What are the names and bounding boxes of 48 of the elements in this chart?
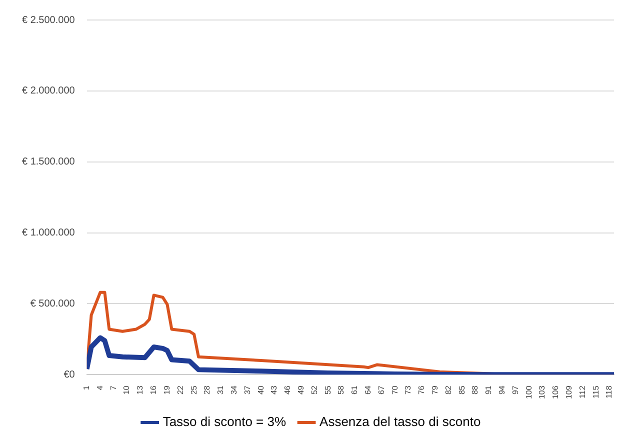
x-tick-label: 91 [484, 385, 494, 395]
x-tick-label: 16 [149, 385, 158, 395]
x-tick-label: 112 [578, 385, 587, 398]
x-tick-label: 25 [189, 385, 198, 395]
x-tick-label: 82 [444, 385, 453, 395]
x-tick-label: 7 [108, 385, 118, 390]
x-tick-label: 94 [498, 385, 507, 395]
x-tick-label: 73 [404, 385, 413, 395]
x-tick-label: 97 [510, 385, 520, 395]
x-tick-label: 49 [296, 385, 306, 395]
x-tick-label: 34 [229, 385, 238, 395]
x-tick-label: 4 [95, 385, 104, 390]
x-tick-label: 88 [470, 385, 480, 395]
x-tick-label: 22 [176, 385, 185, 395]
x-tick-label: 58 [336, 385, 346, 395]
x-tick-label: 79 [430, 385, 440, 395]
x-tick-label: 46 [283, 385, 292, 395]
x-tick-label: 85 [457, 385, 466, 395]
x-tick-label: 10 [122, 385, 132, 395]
legend-label: Assenza del tasso di sconto [320, 414, 481, 430]
x-tick-label: 19 [162, 385, 172, 395]
y-tick-label: € 1.500.000 [22, 156, 76, 168]
x-tick-label: 13 [136, 385, 145, 395]
x-tick-label: 40 [256, 385, 266, 395]
y-tick-label: €0 [64, 369, 76, 380]
y-tick-label: € 2.500.000 [22, 14, 76, 26]
x-tick-label: 115 [591, 385, 600, 398]
x-tick-label: 1 [82, 385, 92, 390]
x-tick-label: 67 [376, 385, 386, 395]
x-tick-label: 118 [604, 385, 614, 398]
x-tick-label: 31 [216, 385, 226, 395]
x-tick-label: 43 [270, 385, 279, 395]
x-tick-label: 106 [551, 385, 560, 400]
y-tick-label: € 2.000.000 [22, 86, 76, 97]
x-tick-label: 55 [323, 385, 332, 395]
x-tick-label: 37 [242, 385, 252, 395]
x-tick-label: 109 [564, 385, 574, 400]
x-tick-label: 70 [390, 385, 400, 395]
x-tick-label: 100 [524, 385, 534, 400]
x-tick-label: 64 [363, 385, 372, 395]
x-tick-label: 52 [310, 385, 319, 395]
x-tick-label: 76 [417, 385, 426, 395]
x-tick-label: 28 [202, 385, 212, 395]
legend-label: Tasso di sconto = 3% [162, 414, 286, 430]
x-tick-label: 61 [350, 385, 360, 395]
y-tick-label: € 1.000.000 [22, 228, 76, 239]
x-tick-label: 103 [538, 385, 547, 400]
y-tick-label: € 500.000 [30, 298, 76, 310]
